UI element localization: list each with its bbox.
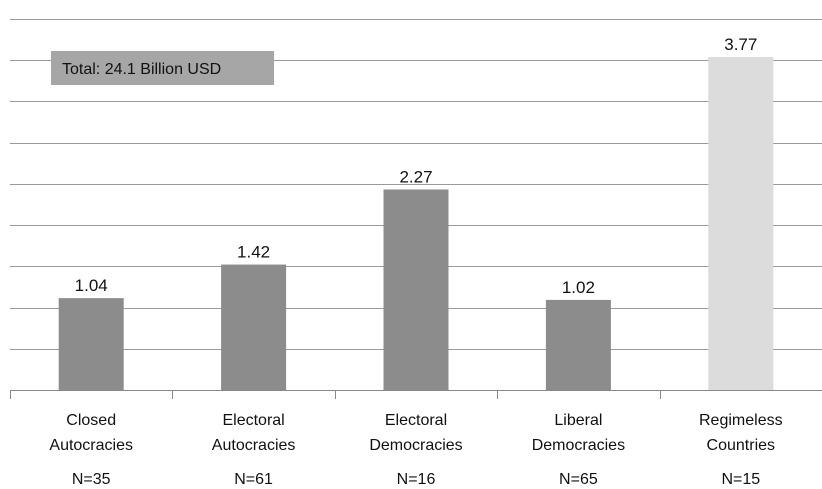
category-label: Electoral Autocracies xyxy=(212,412,296,454)
category-label-line: Electoral xyxy=(385,412,447,429)
category-label-line: Autocracies xyxy=(49,437,133,454)
category-label-line: Regimeless xyxy=(699,412,783,429)
category-label: Electoral Democracies xyxy=(369,412,462,454)
category-label-line: Autocracies xyxy=(212,437,296,454)
category-label-line: Electoral xyxy=(222,412,284,429)
annotation-box xyxy=(51,51,274,85)
category-label-line: Countries xyxy=(707,437,775,454)
category-label: Closed Autocracies xyxy=(49,412,133,454)
count-label: N=65 xyxy=(559,471,598,488)
bar xyxy=(383,189,449,390)
bar xyxy=(221,264,287,390)
category-label-line: Closed xyxy=(66,412,116,429)
data-label: 2.27 xyxy=(399,167,432,186)
data-label: 1.42 xyxy=(237,243,270,262)
count-label: N=61 xyxy=(234,471,273,488)
bar xyxy=(545,299,611,390)
annotation-text: Total: 24.1 Billion USD xyxy=(62,61,221,78)
category-label-line: Democracies xyxy=(369,437,462,454)
total-annotation: Total: 24.1 Billion USD xyxy=(51,51,274,85)
data-label: 1.04 xyxy=(75,276,108,295)
category-label: Liberal Democracies xyxy=(532,412,625,454)
bar xyxy=(708,56,774,390)
gridlines xyxy=(10,19,822,350)
data-labels: 1.04 1.42 2.27 1.02 3.77 xyxy=(75,35,758,297)
count-label: N=35 xyxy=(72,471,111,488)
category-label-line: Liberal xyxy=(554,412,602,429)
category-label-line: Democracies xyxy=(532,437,625,454)
bar xyxy=(58,298,124,390)
data-label: 1.02 xyxy=(562,278,595,297)
bars xyxy=(58,56,774,390)
x-axis: Closed Autocracies N=35 Electoral Autocracie… xyxy=(10,390,822,488)
data-label: 3.77 xyxy=(724,35,757,54)
count-label: N=15 xyxy=(721,471,760,488)
category-label: Regimeless Countries xyxy=(699,412,783,454)
count-label: N=16 xyxy=(397,471,436,488)
